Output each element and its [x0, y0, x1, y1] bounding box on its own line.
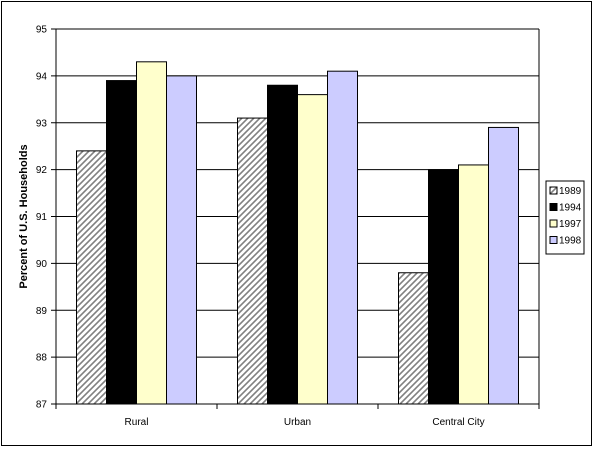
legend-swatch-1994: [549, 203, 558, 211]
y-tick-label: 90: [36, 259, 48, 270]
x-category-label: Urban: [284, 417, 311, 428]
y-axis-label: Percent of U.S. Households: [18, 144, 30, 288]
x-category-label: Central City: [432, 417, 484, 428]
legend-swatch-1997: [549, 219, 558, 228]
bar-1997-urban: [297, 94, 328, 405]
legend-label-1997: 1997: [559, 219, 582, 230]
legend-label-1998: 1998: [559, 236, 582, 247]
y-tick-label: 94: [36, 71, 48, 82]
bar-1998-central-city: [488, 126, 519, 405]
legend-swatch-1989: [549, 186, 558, 195]
axes: 87 88 89 90 91 92 93 94 95 Rural Urban Central City…: [18, 25, 540, 428]
legend-label-1994: 1994: [559, 203, 582, 214]
bar-1994-rural: [106, 80, 137, 405]
legend-label-1989: 1989: [559, 186, 582, 197]
bar-1989-urban: [237, 117, 268, 405]
y-tick-label: 88: [36, 353, 48, 364]
y-tick-label: 91: [36, 212, 48, 223]
y-tick-label: 92: [36, 165, 48, 176]
bar-1997-rural: [136, 61, 167, 405]
bar-1998-urban: [327, 70, 358, 405]
bar-1994-central-city: [428, 169, 459, 405]
bar-1998-rural: [166, 75, 197, 405]
legend-swatch-1998: [549, 236, 558, 244]
bar-1989-rural: [76, 150, 107, 405]
y-tick-label: 93: [36, 118, 48, 129]
bar-1997-central-city: [458, 164, 489, 405]
bar-1994-urban: [267, 84, 298, 405]
y-tick-label: 87: [36, 400, 48, 411]
bar-1989-central-city: [398, 272, 429, 405]
x-category-label: Rural: [125, 417, 149, 428]
legend: 1989 1994 1997 1998: [545, 180, 585, 255]
y-tick-label: 95: [36, 25, 48, 36]
y-tick-label: 89: [36, 306, 48, 317]
bars: [76, 61, 519, 405]
